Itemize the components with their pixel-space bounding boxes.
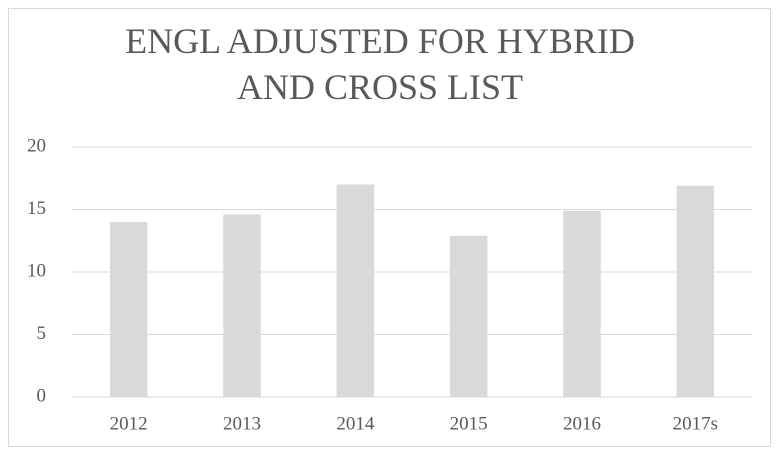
bar [563, 210, 601, 397]
y-tick-label: 10 [27, 260, 46, 281]
x-tick-label: 2012 [110, 413, 148, 434]
bar [676, 185, 715, 397]
bar [109, 222, 148, 397]
y-tick-label: 15 [27, 198, 46, 219]
bar [449, 235, 488, 397]
x-tick-label: 2014 [336, 413, 375, 434]
x-tick-label: 2016 [563, 413, 601, 434]
bar [223, 214, 261, 397]
y-tick-label: 5 [37, 323, 47, 344]
y-tick-label: 20 [27, 135, 46, 156]
x-tick-label: 2017s [673, 413, 718, 434]
x-tick-label: 2013 [223, 413, 261, 434]
x-tick-label: 2015 [450, 413, 488, 434]
chart-title: ENGL ADJUSTED FOR HYBRID AND CROSS LIST [125, 21, 635, 107]
bar [336, 184, 375, 397]
y-tick-label: 0 [37, 385, 47, 406]
chart-border [8, 8, 771, 447]
